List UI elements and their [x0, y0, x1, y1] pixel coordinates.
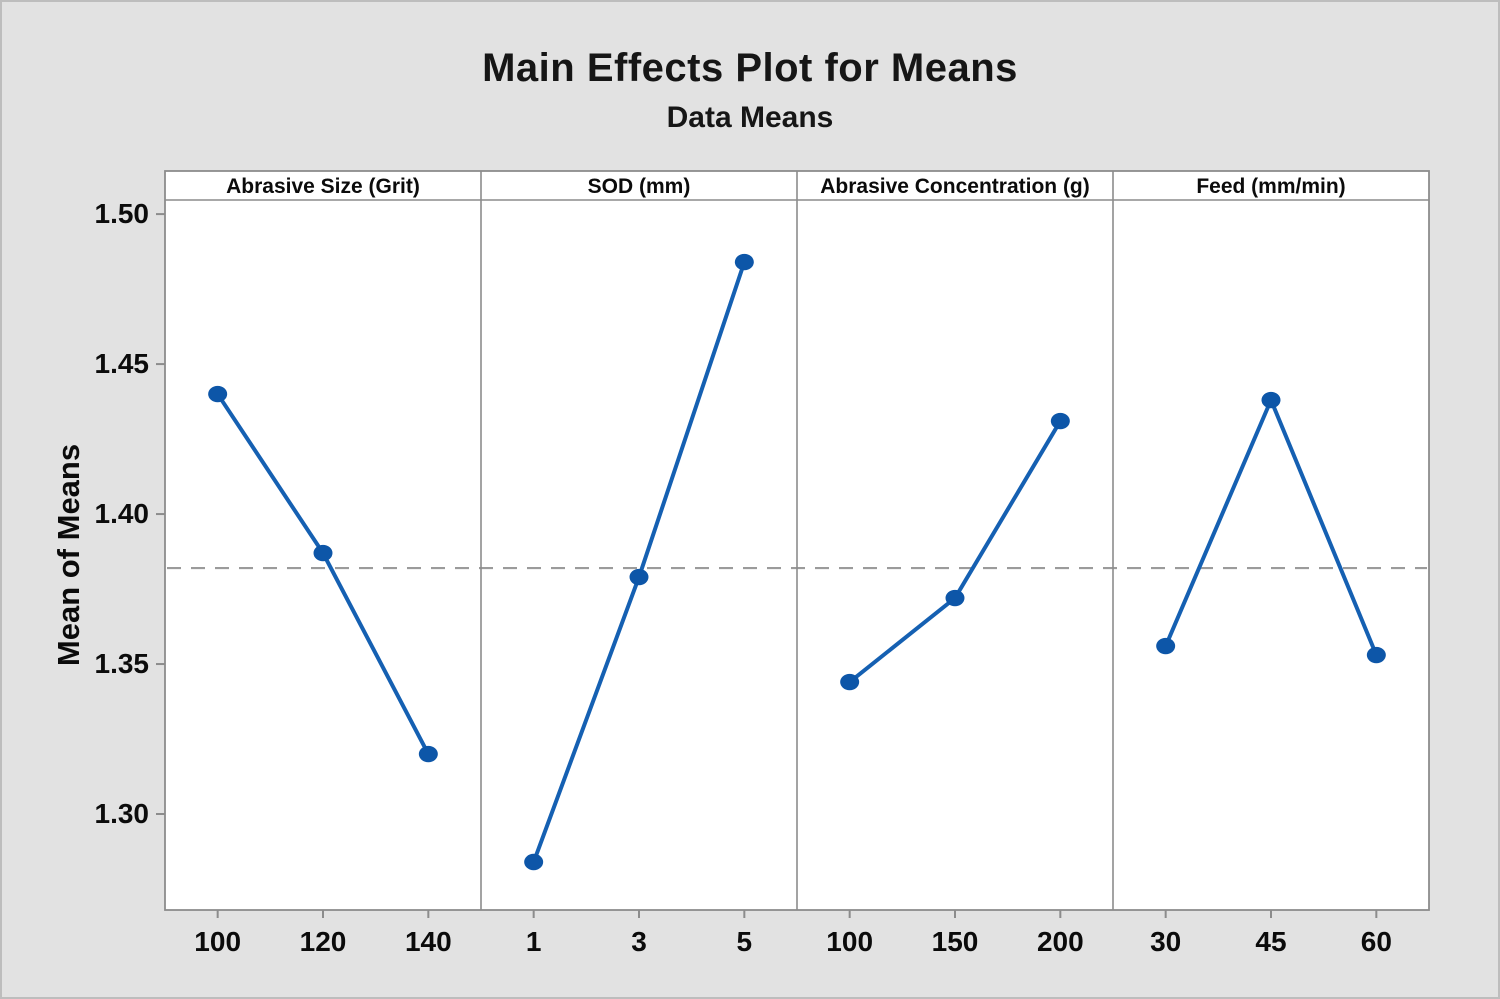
panel-header-label: Abrasive Concentration (g) [820, 175, 1090, 198]
x-tick-label: 140 [405, 926, 452, 957]
data-point [1050, 412, 1070, 430]
data-point [1261, 391, 1281, 409]
chart-subtitle: Data Means [666, 101, 834, 134]
x-tick-label: 200 [1037, 926, 1084, 957]
data-point [629, 568, 649, 586]
panel-header-label: Feed (mm/min) [1196, 175, 1345, 198]
data-point [945, 589, 965, 607]
data-point [1156, 637, 1176, 655]
x-tick-label: 3 [631, 926, 647, 957]
data-point [313, 544, 333, 562]
panel-header-label: Abrasive Size (Grit) [226, 175, 420, 198]
x-tick-label: 45 [1255, 926, 1286, 957]
y-tick-label: 1.35 [95, 648, 150, 679]
data-point [208, 385, 228, 403]
panel-header-label: SOD (mm) [588, 175, 691, 198]
y-tick-label: 1.50 [95, 198, 150, 229]
data-point [840, 673, 860, 691]
chart-title: Main Effects Plot for Means [482, 46, 1018, 90]
data-point [734, 253, 754, 271]
plot-frame-border [164, 170, 1430, 911]
y-tick-label: 1.40 [95, 498, 150, 529]
x-tick-label: 100 [194, 926, 241, 957]
y-tick-label: 1.45 [95, 348, 150, 379]
x-tick-label: 5 [737, 926, 753, 957]
y-tick-label: 1.30 [95, 798, 150, 829]
x-tick-label: 120 [300, 926, 347, 957]
x-tick-label: 150 [932, 926, 979, 957]
x-tick-label: 60 [1361, 926, 1392, 957]
data-point [418, 745, 438, 763]
x-tick-label: 1 [526, 926, 542, 957]
data-point [1366, 646, 1386, 664]
x-tick-label: 30 [1150, 926, 1181, 957]
data-point [524, 853, 544, 871]
x-tick-label: 100 [826, 926, 873, 957]
